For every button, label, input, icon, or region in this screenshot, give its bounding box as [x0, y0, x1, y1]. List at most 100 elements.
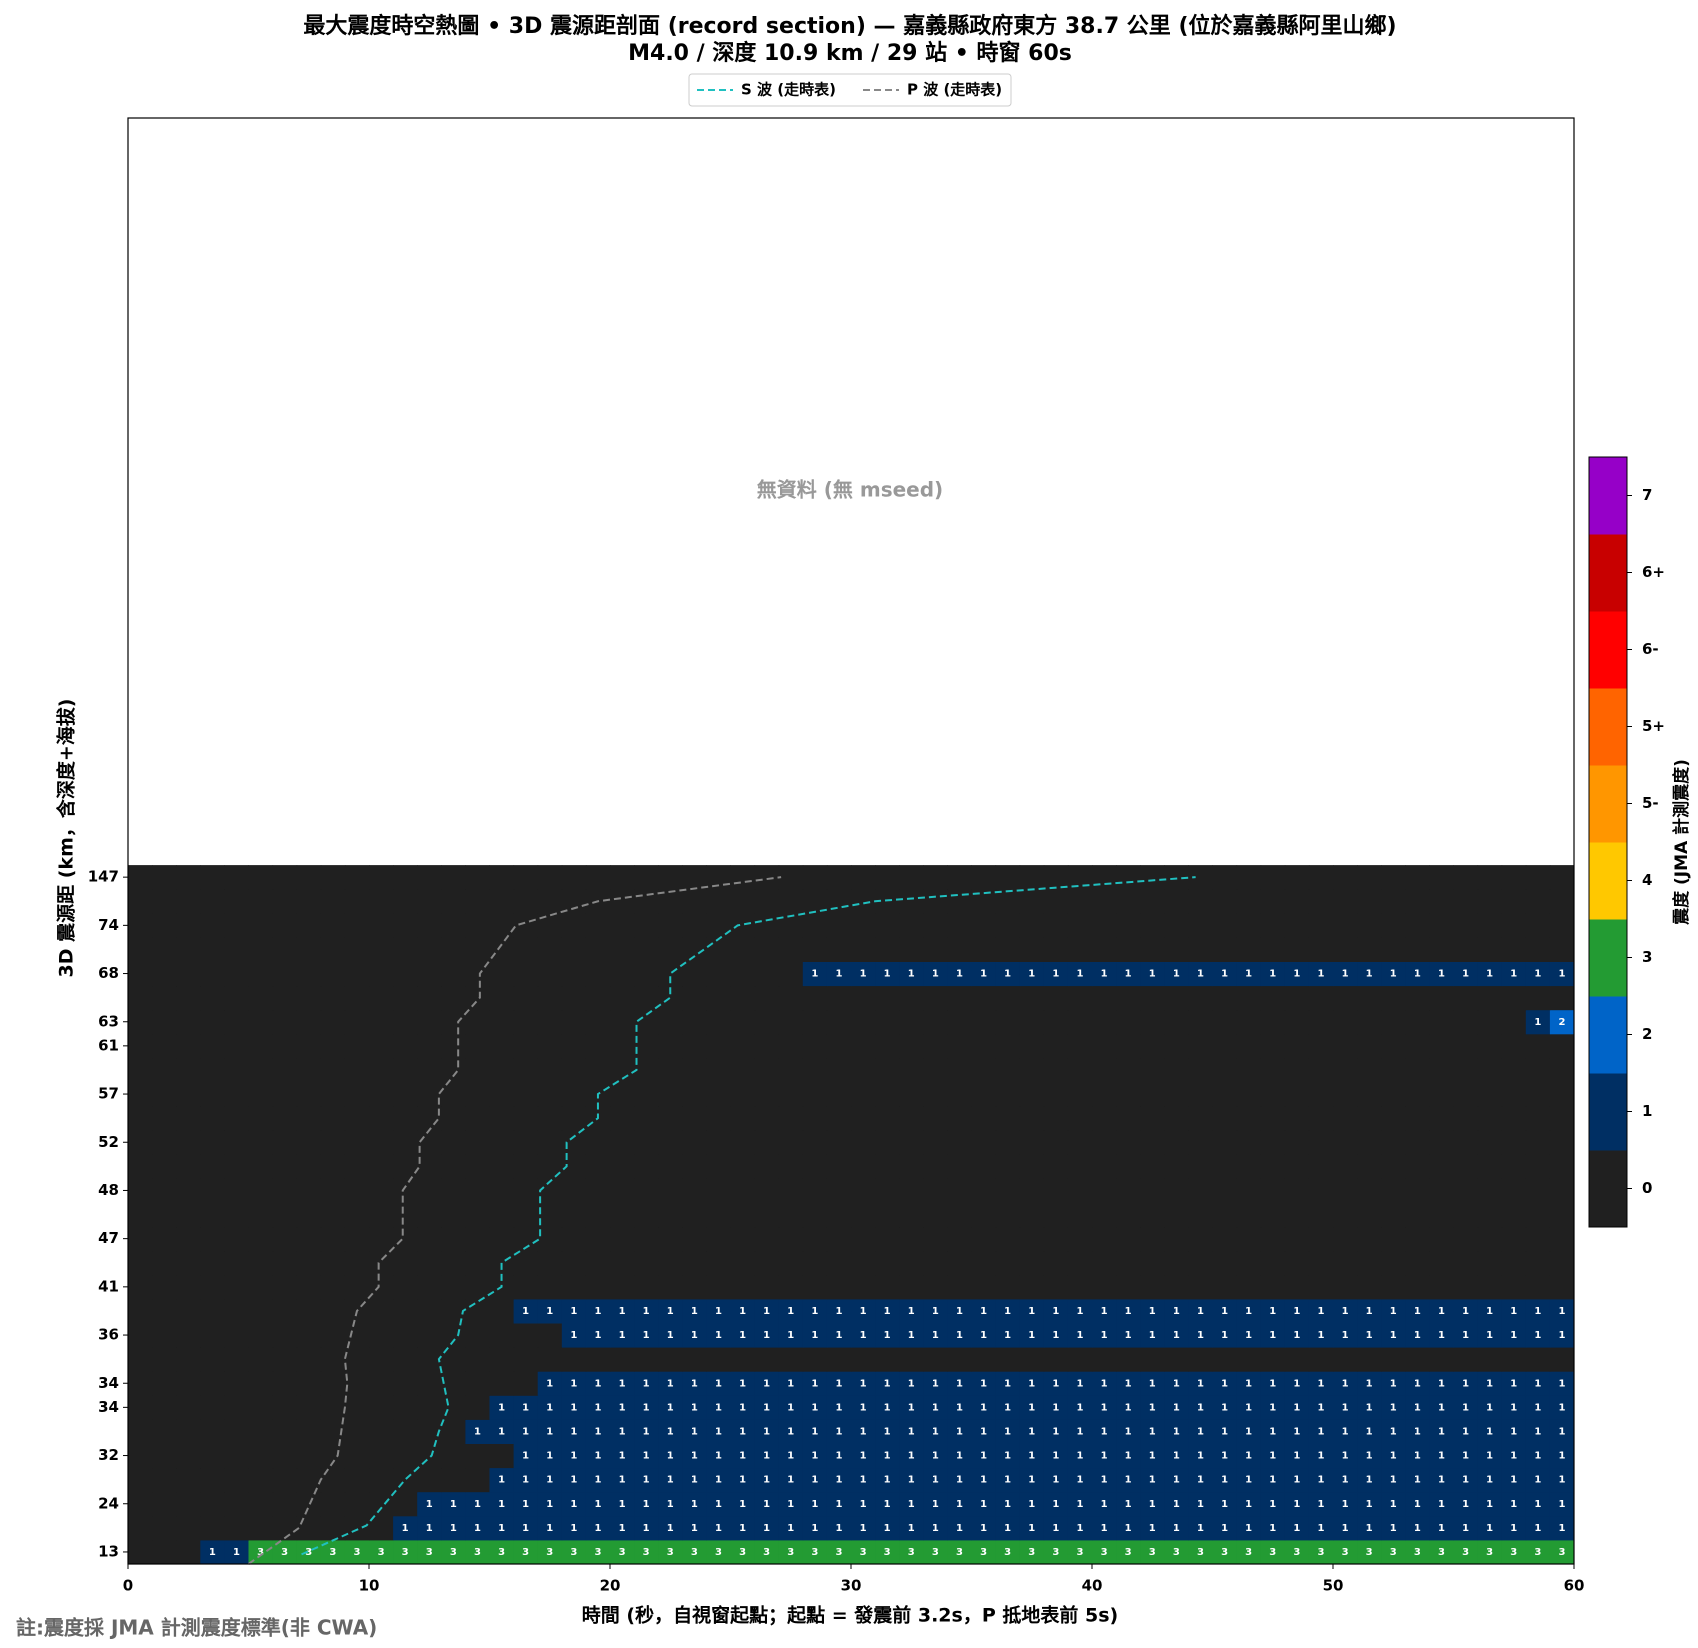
heat-cell — [634, 1274, 659, 1300]
heat-cell — [393, 937, 418, 962]
cell-label: 1 — [1366, 1426, 1373, 1437]
heat-cell — [1381, 1250, 1406, 1276]
heat-cell — [658, 1539, 683, 1565]
heat-cell — [296, 937, 322, 962]
heat-cell — [465, 1154, 490, 1179]
heat-cell — [923, 1395, 948, 1420]
heat-cell — [537, 1057, 563, 1083]
heat-cell — [417, 1298, 442, 1324]
heat-cell — [899, 1443, 924, 1469]
heat-cell — [176, 1323, 201, 1348]
heat-cell — [754, 913, 780, 938]
heat-cell — [1381, 1443, 1406, 1469]
heat-cell — [826, 1323, 852, 1348]
heat-cell — [176, 1082, 201, 1107]
heat-cell — [1333, 1082, 1358, 1107]
heat-cell — [947, 1130, 972, 1155]
heat-cell — [1381, 865, 1406, 890]
heat-cell — [826, 1178, 852, 1203]
heat-cell — [441, 1009, 466, 1035]
heat-cell — [1405, 961, 1430, 987]
cell-label: 1 — [860, 1306, 867, 1317]
cell-label: 1 — [691, 1330, 698, 1341]
heat-cell — [1429, 1491, 1454, 1517]
heat-cell — [513, 1515, 539, 1541]
heat-cell — [995, 1419, 1021, 1444]
heat-cell — [1188, 1298, 1213, 1324]
heat-cell — [1236, 1491, 1262, 1517]
cell-label: 1 — [860, 1330, 867, 1341]
heat-cell — [537, 1154, 563, 1179]
cell-label: 3 — [305, 1547, 312, 1558]
chart-title: 最大震度時空熱圖 • 3D 震源距剖面 (record section) — 嘉… — [303, 13, 1396, 39]
cell-label: 1 — [835, 1378, 842, 1389]
heat-cell — [971, 1033, 997, 1059]
heat-cell — [1043, 1491, 1069, 1517]
heat-cell — [1284, 1467, 1310, 1493]
heat-cell — [1477, 1106, 1503, 1131]
heat-cell — [369, 1033, 394, 1059]
heat-cell — [128, 1130, 153, 1155]
cell-label: 1 — [594, 1451, 601, 1462]
heat-cell — [585, 937, 611, 962]
cell-label: 1 — [498, 1499, 505, 1510]
heat-cell — [778, 1515, 804, 1541]
heat-cell — [128, 1491, 153, 1517]
heat-cell — [152, 1202, 177, 1228]
heat-cell — [778, 1130, 804, 1155]
heat-cell — [393, 1395, 418, 1420]
heat-cell — [1164, 1298, 1189, 1324]
heat-cell — [634, 889, 659, 914]
heat-cell — [1140, 1082, 1165, 1107]
heat-cell — [947, 1323, 972, 1348]
heat-cell — [513, 1491, 539, 1517]
heat-cell — [706, 1371, 731, 1396]
heat-cell — [152, 985, 177, 1011]
heat-cell — [1501, 1443, 1527, 1469]
cell-label: 1 — [1510, 1499, 1517, 1510]
heat-cell — [513, 937, 539, 962]
cell-label: 1 — [1342, 1378, 1349, 1389]
heat-cell — [489, 1154, 515, 1179]
heat-cell — [1333, 1395, 1358, 1420]
heat-cell — [682, 1323, 707, 1348]
heat-cell — [754, 865, 780, 890]
heat-cell — [393, 1250, 418, 1276]
heat-cell — [513, 1274, 539, 1300]
heat-cell — [1308, 889, 1334, 914]
heat-cell — [706, 1226, 731, 1252]
cell-label: 1 — [715, 1499, 722, 1510]
heat-cell — [1260, 1491, 1286, 1517]
cell-label: 1 — [1245, 1523, 1252, 1534]
heat-cell — [224, 1395, 249, 1420]
cell-label: 1 — [1004, 1523, 1011, 1534]
heat-cell — [393, 1274, 418, 1300]
heat-cell — [826, 1371, 852, 1396]
heat-cell — [272, 1226, 298, 1252]
heat-cell — [489, 1057, 515, 1083]
heat-cell — [826, 1395, 852, 1420]
cell-label: 1 — [884, 1499, 891, 1510]
heat-cell — [417, 889, 442, 914]
heat-cell — [513, 1539, 539, 1565]
heat-cell — [778, 889, 804, 914]
heat-cell — [1381, 1178, 1406, 1203]
heat-cell — [1549, 1443, 1575, 1469]
colorbar-tick-label: 5+ — [1642, 717, 1665, 735]
cell-label: 1 — [546, 1306, 553, 1317]
heat-cell — [995, 1154, 1021, 1179]
heat-cell — [1043, 889, 1069, 914]
heat-cell — [1501, 937, 1527, 962]
x-axis-label: 時間 (秒，自視窗起點；起點 = 發震前 3.2s，P 抵地表前 5s) — [582, 1604, 1118, 1627]
cell-label: 1 — [835, 1306, 842, 1317]
heat-cell — [1019, 1347, 1045, 1372]
heat-cell — [1308, 1178, 1334, 1203]
heat-cell — [995, 1033, 1021, 1059]
heat-cell — [1092, 913, 1117, 938]
heat-cell — [369, 913, 394, 938]
cell-label: 1 — [763, 1378, 770, 1389]
heat-cell — [561, 961, 587, 987]
cell-label: 1 — [1438, 1475, 1445, 1486]
heat-cell — [706, 1419, 731, 1444]
heat-cell — [1501, 1106, 1527, 1131]
